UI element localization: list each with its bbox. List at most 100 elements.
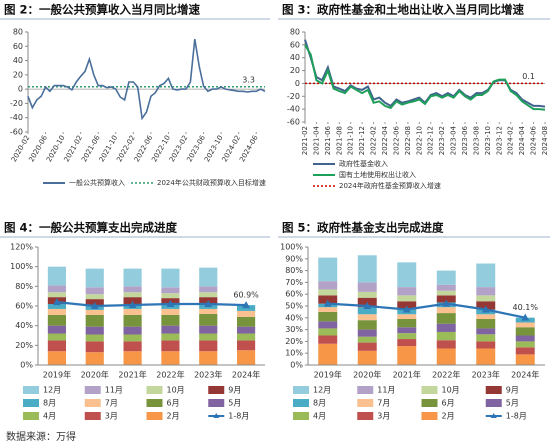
- legend-swatch: [293, 386, 309, 394]
- bar-segment: [436, 284, 456, 291]
- bar-segment: [237, 350, 256, 365]
- y-tick-label: 20: [290, 66, 300, 75]
- y-tick-label: 30%: [285, 325, 303, 334]
- bar-segment: [397, 346, 417, 365]
- bar-segment: [47, 285, 66, 293]
- legend-swatch: [146, 412, 163, 420]
- bar-segment: [515, 322, 535, 328]
- x-tick-label: 2021-06: [324, 125, 332, 155]
- bar-segment: [123, 351, 142, 365]
- legend-label: 5月: [228, 399, 241, 408]
- series-line: [56, 301, 247, 308]
- bar-segment: [357, 255, 377, 283]
- legend-label: 7月: [377, 399, 390, 408]
- y-tick-label: 80: [13, 28, 23, 37]
- y-tick-label: 0%: [290, 361, 303, 370]
- legend-swatch: [23, 412, 39, 420]
- x-tick-label: 2019年: [314, 370, 342, 380]
- y-tick-label: 100%: [280, 243, 303, 252]
- y-tick-label: 40: [290, 53, 300, 62]
- bar-segment: [397, 339, 417, 347]
- bar-segment: [357, 342, 377, 351]
- legend-label: 2024年公共财政预算收入目标增速: [157, 178, 266, 187]
- bar-segment: [476, 314, 496, 319]
- bar-segment: [85, 352, 104, 365]
- line-marker: [90, 302, 99, 309]
- legend-label: 一般公共预算收入: [69, 178, 125, 187]
- chart-title: 图 3：政府性基金和土地出让收入当月同比增速: [282, 3, 525, 17]
- x-tick-label: 2024年: [511, 370, 539, 380]
- bar-segment: [199, 267, 218, 287]
- bar-segment: [357, 282, 377, 292]
- x-tick-label: 2022-06: [392, 125, 400, 155]
- legend-label: 6月: [442, 399, 455, 408]
- x-tick-label: 2022-12: [427, 126, 435, 155]
- legend-label: 11月: [105, 386, 123, 395]
- bar-segment: [515, 354, 535, 365]
- bar-segment: [47, 292, 66, 298]
- series-line: [27, 38, 266, 121]
- bar-segment: [123, 326, 142, 335]
- y-tick-label: 20%: [15, 341, 33, 350]
- bar-segment: [123, 268, 142, 287]
- bar-segment: [47, 351, 66, 365]
- y-tick-label: 20%: [285, 337, 303, 346]
- legend-swatch: [84, 399, 101, 407]
- bar-segment: [318, 321, 338, 329]
- bar-segment: [515, 335, 535, 342]
- chart-title: 图 2：一般公共预算收入当月同比增速: [4, 3, 201, 17]
- bar-segment: [161, 287, 180, 294]
- x-tick-label: 2024-04: [518, 125, 526, 155]
- y-tick-label: 120%: [10, 243, 33, 252]
- bar-segment: [85, 309, 104, 315]
- legend-swatch: [146, 386, 163, 394]
- legend-label: 3月: [105, 412, 118, 421]
- legend-swatch: [357, 399, 374, 407]
- bar-segment: [237, 340, 256, 351]
- x-tick-label: 2023年: [194, 370, 222, 380]
- bar-segment: [357, 336, 377, 343]
- bar-segment: [85, 341, 104, 353]
- legend-label: 8月: [43, 399, 56, 408]
- bar-segment: [161, 333, 180, 341]
- legend-label: 9月: [506, 386, 519, 395]
- bar-segment: [237, 326, 256, 334]
- y-tick-label: 80%: [285, 266, 303, 275]
- x-tick-label: 2023年: [472, 370, 500, 380]
- y-tick-label: 0: [18, 85, 23, 94]
- bar-segment: [476, 328, 496, 335]
- bar-segment: [318, 281, 338, 290]
- bar-segment: [47, 308, 66, 315]
- legend-label: 政府性基金收入: [339, 159, 388, 168]
- bar-segment: [476, 295, 496, 302]
- bar-segment: [318, 289, 338, 296]
- bar-segment: [237, 333, 256, 341]
- bar-segment: [199, 286, 218, 293]
- bar-segment: [436, 307, 456, 314]
- series-line: [327, 302, 526, 319]
- line-marker: [521, 313, 530, 321]
- legend-label: 12月: [43, 386, 61, 395]
- bar-segment: [436, 313, 456, 324]
- bar-segment: [161, 351, 180, 365]
- x-tick-label: 2021-10: [347, 126, 355, 155]
- x-tick-label: 2021-02: [301, 126, 309, 155]
- legend-swatch: [23, 399, 39, 407]
- x-tick-label: 2023-06: [461, 125, 469, 155]
- bar-segment: [357, 320, 377, 330]
- legend-label: 2月: [442, 412, 455, 421]
- y-tick-label: 40%: [285, 313, 303, 322]
- value-label: 60.9%: [233, 291, 259, 300]
- bar-segment: [357, 329, 377, 337]
- bar-segment: [476, 301, 496, 310]
- y-tick-label: 0: [295, 79, 300, 88]
- bar-segment: [397, 301, 417, 310]
- bar-segment: [161, 314, 180, 326]
- y-tick-label: 60: [290, 40, 300, 49]
- line-marker: [242, 301, 251, 309]
- x-tick-label: 2022年: [156, 370, 184, 380]
- x-tick-label: 2020年: [353, 370, 381, 380]
- legend-label: 4月: [43, 412, 56, 421]
- bar-segment: [397, 314, 417, 319]
- legend-label: 9月: [228, 386, 241, 395]
